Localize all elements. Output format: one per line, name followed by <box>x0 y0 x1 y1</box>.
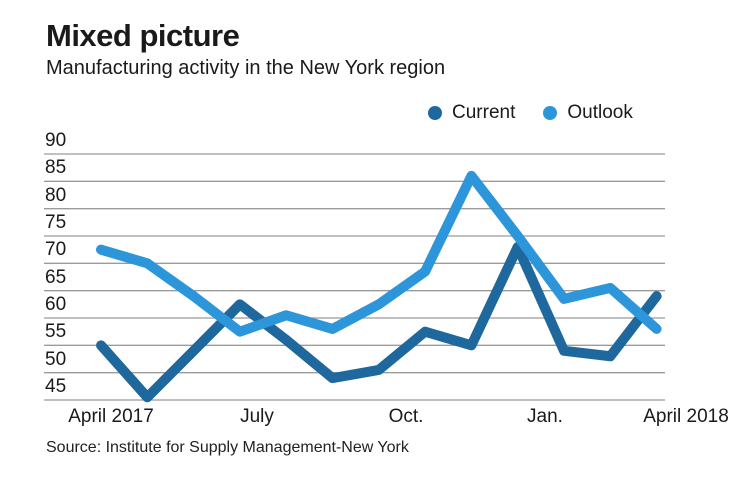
y-axis-tick-label: 55 <box>45 321 67 343</box>
x-axis-tick-label: Jan. <box>527 406 563 427</box>
outlook-series-dot-icon <box>543 106 558 120</box>
x-axis-tick-label: April 2017 <box>68 406 154 427</box>
y-axis-tick-label: 90 <box>45 130 67 151</box>
legend-item-outlook: Outlook <box>543 102 633 124</box>
y-axis-tick-label: 60 <box>45 294 67 315</box>
y-axis-tick-label: 80 <box>45 184 67 206</box>
x-axis-tick-label: Oct. <box>388 406 424 427</box>
current-line <box>96 241 662 403</box>
y-axis-tick-label: 65 <box>45 266 67 288</box>
source-note: Source: Institute for Supply Management-… <box>46 439 409 456</box>
y-axis-tick-label: 50 <box>45 348 67 370</box>
y-axis-tick-label: 85 <box>45 157 67 179</box>
x-axis-tick-label: April 2018 <box>643 406 729 427</box>
legend: Current Outlook <box>428 102 633 124</box>
chart-subtitle: Manufacturing activity in the New York r… <box>46 57 446 79</box>
legend-label-outlook: Outlook <box>567 102 633 123</box>
legend-item-current: Current <box>428 102 515 124</box>
x-axis-tick-label: July <box>240 406 274 427</box>
outlook-line <box>96 170 662 337</box>
y-axis-tick-label: 45 <box>45 376 67 397</box>
y-axis-tick-label: 75 <box>45 212 67 233</box>
current-series-dot-icon <box>428 106 442 120</box>
chart-title: Mixed picture <box>46 18 240 53</box>
legend-label-current: Current <box>452 102 516 123</box>
y-axis-tick-label: 70 <box>45 239 67 261</box>
